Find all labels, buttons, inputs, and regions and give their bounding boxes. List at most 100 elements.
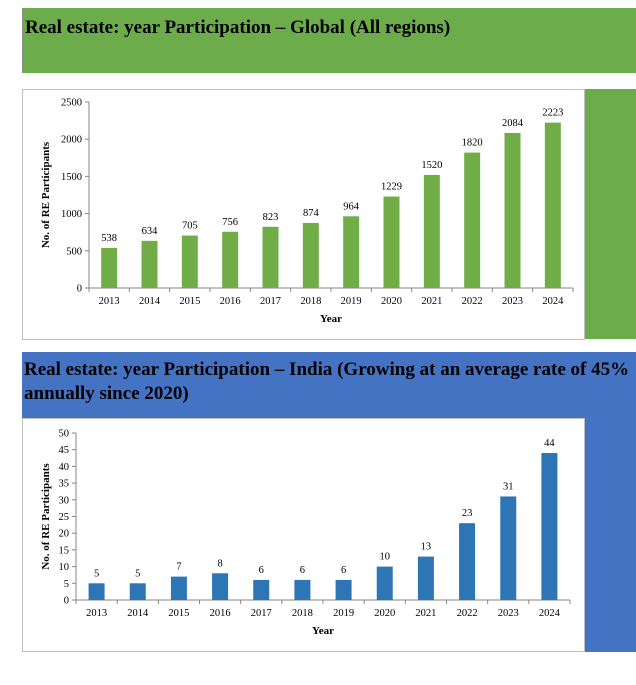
- global-category-label-2020: 2020: [381, 296, 402, 307]
- global-data-label-2021: 1520: [421, 160, 442, 171]
- global-bar-2020: [383, 196, 400, 288]
- india-bar-2021: [417, 556, 434, 600]
- global-category-label-2014: 2014: [139, 296, 161, 307]
- india-y-tick-label: 25: [59, 512, 70, 523]
- india-bar-2013: [88, 583, 105, 600]
- india-data-label-2018: 6: [300, 565, 305, 576]
- global-y-axis-title: No. of RE Participants: [40, 141, 52, 248]
- global-x-axis-title: Year: [320, 313, 342, 325]
- india-category-label-2015: 2015: [168, 608, 189, 619]
- global-data-label-2024: 2223: [542, 108, 563, 119]
- india-category-label-2014: 2014: [127, 608, 149, 619]
- india-bar-2017: [253, 579, 270, 600]
- india-data-label-2013: 5: [94, 568, 99, 579]
- india-y-tick-label: 45: [59, 445, 70, 456]
- india-bar-2014: [129, 583, 146, 600]
- global-bar-2014: [141, 240, 158, 288]
- india-category-label-2022: 2022: [457, 608, 478, 619]
- global-bar-2023: [504, 132, 521, 288]
- india-data-label-2021: 13: [421, 542, 432, 553]
- india-y-tick-label: 15: [59, 545, 70, 556]
- global-bar-2017: [262, 226, 279, 288]
- india-data-label-2017: 6: [259, 565, 264, 576]
- india-data-label-2019: 6: [341, 565, 346, 576]
- global-data-label-2023: 2084: [502, 118, 524, 129]
- global-bar-2018: [302, 222, 319, 288]
- global-chart-panel: 0 500 1000 1500 2000 2500 538 2013 634 2014 705 201…: [22, 89, 585, 340]
- india-y-tick-label: 40: [59, 462, 70, 473]
- india-data-label-2015: 7: [176, 562, 181, 573]
- global-category-label-2013: 2013: [99, 296, 120, 307]
- india-data-label-2022: 23: [462, 508, 473, 519]
- global-bar-2024: [544, 122, 561, 288]
- india-bar-2019: [335, 579, 352, 600]
- global-category-label-2023: 2023: [502, 296, 523, 307]
- global-category-label-2019: 2019: [341, 296, 362, 307]
- global-data-label-2014: 634: [142, 226, 159, 237]
- india-category-label-2019: 2019: [333, 608, 354, 619]
- global-y-tick-label: 1000: [61, 209, 82, 220]
- global-y-tick-label: 1500: [61, 172, 82, 183]
- india-bar-2023: [500, 496, 517, 600]
- india-category-label-2016: 2016: [210, 608, 231, 619]
- india-bar-2024: [541, 453, 558, 600]
- india-data-label-2023: 31: [503, 481, 514, 492]
- global-data-label-2018: 874: [303, 208, 320, 219]
- global-category-label-2015: 2015: [179, 296, 200, 307]
- india-x-axis-title: Year: [312, 625, 334, 637]
- global-y-tick-label: 2500: [61, 98, 82, 109]
- india-y-axis-title: No. of RE Participants: [40, 463, 52, 570]
- india-bar-2016: [212, 573, 229, 600]
- india-category-label-2021: 2021: [415, 608, 436, 619]
- india-category-label-2018: 2018: [292, 608, 313, 619]
- india-category-label-2024: 2024: [539, 608, 561, 619]
- global-bar-2021: [423, 174, 440, 288]
- global-data-label-2016: 756: [222, 217, 238, 228]
- global-y-tick-label: 500: [66, 246, 82, 257]
- global-bar-2022: [464, 152, 481, 288]
- india-y-tick-label: 0: [64, 596, 69, 607]
- global-category-label-2016: 2016: [220, 296, 241, 307]
- india-y-tick-label: 5: [64, 579, 69, 590]
- global-category-label-2022: 2022: [462, 296, 483, 307]
- india-category-label-2013: 2013: [86, 608, 107, 619]
- india-chart-panel: 0 5 10 15 20 25 30 35 40 45 50 5 2013 5 2014 7 2015 8 2016…: [22, 418, 585, 652]
- global-category-label-2024: 2024: [542, 296, 564, 307]
- global-data-label-2019: 964: [343, 201, 360, 212]
- global-y-tick-label: 0: [77, 284, 82, 295]
- global-data-label-2015: 705: [182, 221, 198, 232]
- india-bar-2018: [294, 579, 311, 600]
- india-y-tick-label: 35: [59, 479, 70, 490]
- global-bar-2013: [101, 247, 118, 288]
- india-chart: 0 5 10 15 20 25 30 35 40 45 50 5 2013 5 2014 7 2015 8 2016…: [40, 429, 571, 637]
- india-bar-2022: [459, 523, 476, 600]
- global-data-label-2013: 538: [101, 233, 117, 244]
- global-bar-2016: [222, 231, 239, 288]
- india-category-label-2023: 2023: [498, 608, 519, 619]
- india-bar-2015: [170, 576, 187, 600]
- global-title-banner: Real estate: year Participation – Global…: [22, 8, 636, 73]
- india-bar-2020: [376, 566, 393, 600]
- global-data-label-2017: 823: [263, 212, 279, 223]
- india-data-label-2024: 44: [544, 438, 555, 449]
- india-category-label-2020: 2020: [374, 608, 395, 619]
- india-data-label-2014: 5: [135, 568, 140, 579]
- india-section-title: Real estate: year Participation – India …: [24, 359, 630, 404]
- global-bar-2019: [343, 216, 360, 288]
- global-category-label-2018: 2018: [300, 296, 321, 307]
- global-category-label-2021: 2021: [421, 296, 442, 307]
- india-data-label-2020: 10: [380, 552, 391, 563]
- global-bar-2015: [181, 235, 198, 288]
- global-data-label-2022: 1820: [462, 138, 483, 149]
- india-y-tick-label: 50: [59, 429, 70, 440]
- global-side-accent: [584, 89, 636, 339]
- india-data-label-2016: 8: [217, 558, 222, 569]
- global-chart: 0 500 1000 1500 2000 2500 538 2013 634 2014 705 201…: [40, 98, 574, 325]
- global-section-title: Real estate: year Participation – Global…: [25, 17, 451, 38]
- india-category-label-2017: 2017: [251, 608, 272, 619]
- india-y-tick-label: 30: [59, 495, 70, 506]
- global-category-label-2017: 2017: [260, 296, 281, 307]
- india-y-tick-label: 20: [59, 529, 70, 540]
- global-y-tick-label: 2000: [61, 135, 82, 146]
- india-y-tick-label: 10: [59, 562, 70, 573]
